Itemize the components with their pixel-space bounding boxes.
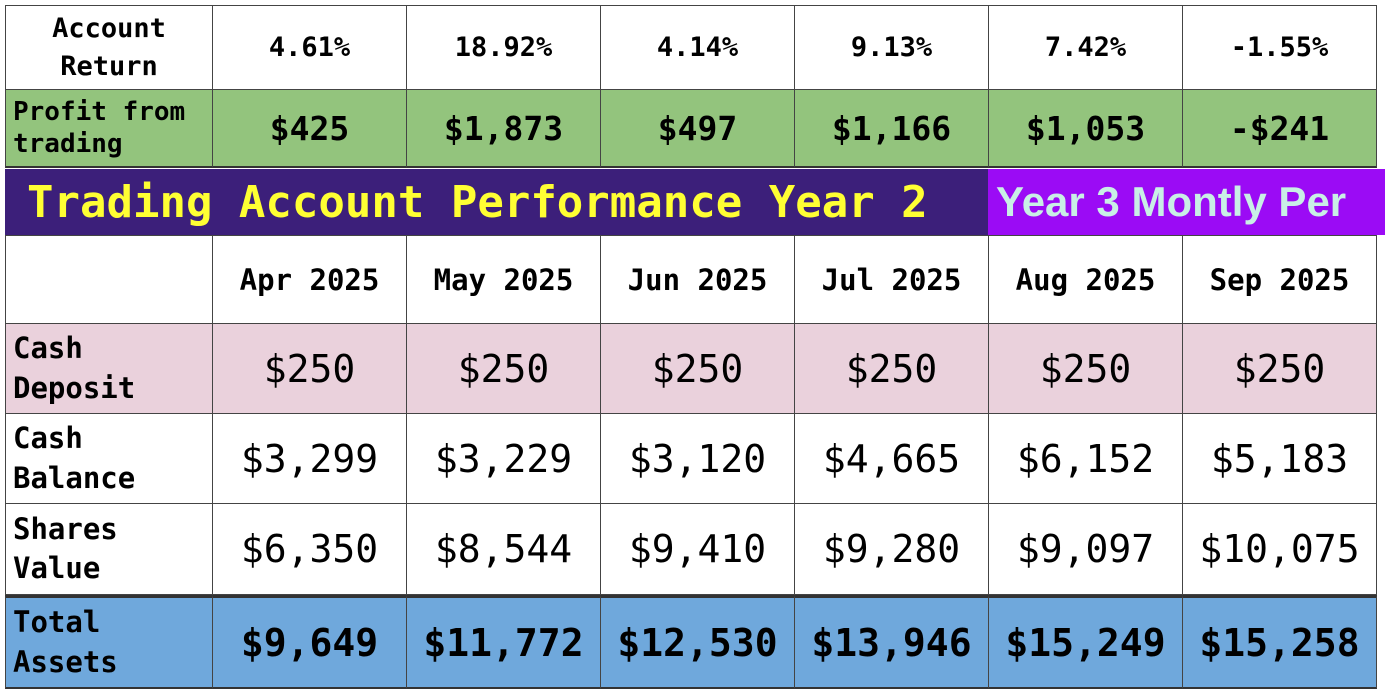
cash-balance-cell[interactable]: $3,299 [213, 414, 407, 504]
profit-label[interactable]: Profit from trading [5, 90, 213, 168]
month-header[interactable]: May 2025 [407, 235, 601, 324]
shares-value-label[interactable]: Shares Value [5, 504, 213, 595]
cash-balance-label[interactable]: Cash Balance [5, 414, 213, 504]
cash-deposit-cell[interactable]: $250 [989, 324, 1183, 414]
total-assets-label-line1: Total [13, 605, 101, 640]
total-assets-cell[interactable]: $11,772 [407, 595, 601, 689]
cash-deposit-cell[interactable]: $250 [601, 324, 795, 414]
empty-header-cell[interactable] [5, 235, 213, 324]
account-return-cell[interactable]: 4.14% [601, 5, 795, 90]
account-return-label-line2: Return [60, 50, 158, 82]
account-return-row: Account Return 4.61% 18.92% 4.14% 9.13% … [5, 5, 1377, 90]
shares-value-cell[interactable]: $9,410 [601, 504, 795, 595]
cash-deposit-row: Cash Deposit $250 $250 $250 $250 $250 $2… [5, 324, 1377, 414]
profit-cell[interactable]: $425 [213, 90, 407, 168]
month-header[interactable]: Jul 2025 [795, 235, 989, 324]
total-assets-cell[interactable]: $15,249 [989, 595, 1183, 689]
cash-deposit-label[interactable]: Cash Deposit [5, 324, 213, 414]
shares-value-row: Shares Value $6,350 $8,544 $9,410 $9,280… [5, 504, 1377, 595]
cash-balance-cell[interactable]: $3,120 [601, 414, 795, 504]
total-assets-cell[interactable]: $15,258 [1183, 595, 1377, 689]
month-header-row: Apr 2025 May 2025 Jun 2025 Jul 2025 Aug … [5, 235, 1377, 324]
shares-value-label-line1: Shares [13, 511, 118, 546]
total-assets-cell[interactable]: $9,649 [213, 595, 407, 689]
shares-value-cell[interactable]: $9,280 [795, 504, 989, 595]
total-assets-label-line2: Assets [13, 644, 118, 679]
profit-cell[interactable]: $1,166 [795, 90, 989, 168]
account-return-cell[interactable]: 4.61% [213, 5, 407, 90]
cash-balance-cell[interactable]: $5,183 [1183, 414, 1377, 504]
cash-balance-cell[interactable]: $3,229 [407, 414, 601, 504]
profit-row: Profit from trading $425 $1,873 $497 $1,… [5, 90, 1377, 168]
title-bar: Trading Account Performance Year 2 Year … [5, 169, 1385, 235]
total-assets-cell[interactable]: $12,530 [601, 595, 795, 689]
shares-value-cell[interactable]: $10,075 [1183, 504, 1377, 595]
cash-balance-row: Cash Balance $3,299 $3,229 $3,120 $4,665… [5, 414, 1377, 504]
page-title[interactable]: Trading Account Performance Year 2 [5, 169, 988, 235]
profit-label-line2: trading [13, 129, 123, 159]
total-assets-label[interactable]: Total Assets [5, 595, 213, 689]
shares-value-cell[interactable]: $8,544 [407, 504, 601, 595]
profit-label-line1: Profit from [13, 96, 186, 127]
profit-cell[interactable]: $1,053 [989, 90, 1183, 168]
account-return-label-line1: Account [52, 12, 166, 44]
month-header[interactable]: Apr 2025 [213, 235, 407, 324]
account-return-cell[interactable]: 9.13% [795, 5, 989, 90]
cash-balance-label-line2: Balance [13, 460, 136, 495]
profit-cell[interactable]: $497 [601, 90, 795, 168]
year3-title[interactable]: Year 3 Montly Per [988, 169, 1385, 235]
shares-value-cell[interactable]: $9,097 [989, 504, 1183, 595]
account-return-cell[interactable]: 18.92% [407, 5, 601, 90]
month-header[interactable]: Jun 2025 [601, 235, 795, 324]
cash-balance-cell[interactable]: $6,152 [989, 414, 1183, 504]
account-return-cell[interactable]: 7.42% [989, 5, 1183, 90]
shares-value-cell[interactable]: $6,350 [213, 504, 407, 595]
cash-deposit-cell[interactable]: $250 [213, 324, 407, 414]
profit-cell[interactable]: -$241 [1183, 90, 1377, 168]
cash-balance-label-line1: Cash [13, 421, 83, 456]
cash-deposit-cell[interactable]: $250 [1183, 324, 1377, 414]
cash-deposit-cell[interactable]: $250 [407, 324, 601, 414]
account-return-cell[interactable]: -1.55% [1183, 5, 1377, 90]
month-header[interactable]: Sep 2025 [1183, 235, 1377, 324]
cash-deposit-cell[interactable]: $250 [795, 324, 989, 414]
total-assets-row: Total Assets $9,649 $11,772 $12,530 $13,… [5, 595, 1377, 689]
profit-cell[interactable]: $1,873 [407, 90, 601, 168]
cash-deposit-label-line1: Cash [13, 331, 83, 366]
cash-deposit-label-line2: Deposit [13, 370, 136, 405]
month-header[interactable]: Aug 2025 [989, 235, 1183, 324]
total-assets-cell[interactable]: $13,946 [795, 595, 989, 689]
account-return-label[interactable]: Account Return [5, 5, 213, 90]
cash-balance-cell[interactable]: $4,665 [795, 414, 989, 504]
shares-value-label-line2: Value [13, 551, 101, 585]
